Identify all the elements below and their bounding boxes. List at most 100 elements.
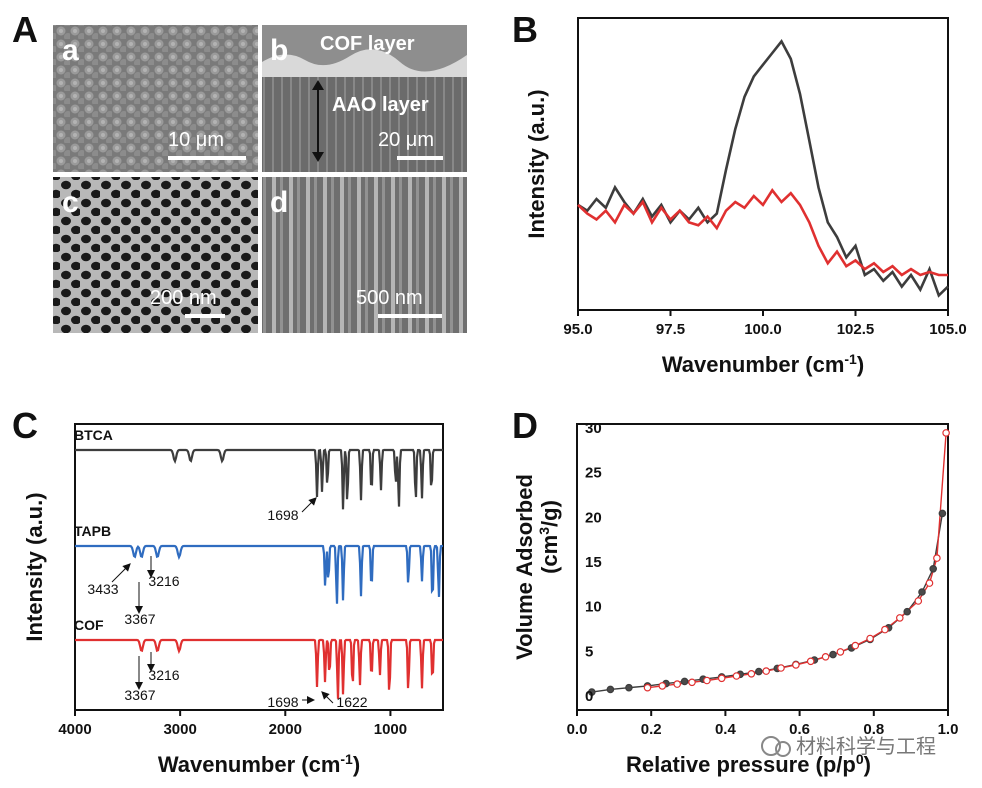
chart-d-point-desorption <box>658 682 667 690</box>
chart-c-xtick-label: 1000 <box>374 721 407 738</box>
sem-a-letter: a <box>62 34 79 67</box>
chart-c: BTCA TAPB COF 1698 3433 3216 3367 3216 3367 1698 1… <box>22 423 444 777</box>
watermark-text: 材料科学与工程 <box>796 734 936 758</box>
chart-d-point-desorption <box>806 657 815 666</box>
chart-d-line-adsorption <box>591 513 944 693</box>
chart-d-ytick-label: 5 <box>585 643 593 660</box>
chart-b-xtick-label: 102.5 <box>837 321 875 338</box>
chart-d-point-desorption <box>895 614 904 622</box>
chart-d-point-desorption <box>792 661 800 669</box>
sem-a-scalebar-label: 10 μm <box>168 129 224 151</box>
chart-d-point-adsorption <box>938 509 947 518</box>
chart-b-ylabel: Intensity (a.u.) <box>524 89 549 238</box>
chart-d-point-desorption <box>925 579 934 587</box>
sem-b-letter: b <box>270 34 288 67</box>
watermark: 材料科学与工程 <box>761 734 936 758</box>
sem-d-letter: d <box>270 186 288 219</box>
chart-d-point-adsorption <box>829 650 837 659</box>
chart-d-frame <box>576 423 949 711</box>
chart-d-ytick-label: 25 <box>585 465 602 482</box>
sem-b-scalebar <box>397 156 443 160</box>
chart-d-point-desorption <box>717 674 726 683</box>
chart-d-point-desorption <box>747 669 756 678</box>
chart-d-point-desorption <box>777 664 785 672</box>
chart-b-series-red <box>577 188 948 277</box>
chart-c-series-label-btca: BTCA <box>74 427 113 443</box>
sem-b-scalebar-label: 20 μm <box>378 129 434 151</box>
chart-d-point-desorption <box>866 634 874 643</box>
chart-d-xtick-label: 0.6 <box>789 721 810 738</box>
chart-d-point-adsorption <box>680 677 689 686</box>
chart-c-ann-cof-3216: 3216 <box>148 667 179 683</box>
chart-d-point-desorption <box>836 648 845 656</box>
chart-d-point-desorption <box>703 676 711 685</box>
chart-d-point-desorption <box>762 667 771 675</box>
chart-c-ann-tapb-3216: 3216 <box>148 573 179 589</box>
chart-c-ann-tapb-3367: 3367 <box>124 611 155 627</box>
chart-c-series-label-tapb: TAPB <box>74 523 111 539</box>
chart-d-ylabel-line2: (cm3/g) <box>536 500 562 574</box>
sem-c-scalebar-label: 200 nm <box>150 287 217 309</box>
chart-d-ylabel-line1: Volume Adsorbed <box>512 474 537 660</box>
chart-d-ytick-label: 15 <box>585 554 602 571</box>
chart-c-series-btca <box>75 448 443 510</box>
chart-c-frame <box>74 423 444 711</box>
sem-image-a: a 10 μm <box>53 25 258 172</box>
chart-b-xtick-label: 97.5 <box>656 321 685 338</box>
panel-c-label: C <box>12 405 38 446</box>
panel-d-label: D <box>512 405 538 446</box>
chart-c-ann-btca-1698: 1698 <box>267 507 298 523</box>
chart-d-point-adsorption <box>625 683 633 692</box>
chart-d-point-desorption <box>673 680 682 688</box>
chart-d-point-desorption <box>732 672 741 680</box>
chart-d: 0.0 0.2 0.4 0.6 0.8 1.0 0 5 10 15 20 25 30 Relative p… <box>512 420 958 777</box>
chart-d-point-adsorption <box>903 607 912 616</box>
chart-d-point-adsorption <box>918 588 926 596</box>
chart-d-ytick-label: 20 <box>585 509 602 526</box>
chart-c-ann-cof-1698: 1698 <box>267 694 298 710</box>
chart-d-ytick-label: 10 <box>585 599 602 616</box>
chart-c-xtick-label: 2000 <box>269 721 302 738</box>
chart-c-series-cof <box>75 638 443 699</box>
chart-c-arrow <box>301 497 317 513</box>
sem-b-arrow-down <box>312 152 324 162</box>
sem-d-scalebar <box>378 314 442 318</box>
chart-d-xtick-label: 0.8 <box>863 721 884 738</box>
chart-c-ann-cof-3367: 3367 <box>124 687 155 703</box>
chart-b-xtick-label: 100.0 <box>744 321 782 338</box>
chart-c-series-tapb <box>75 544 443 604</box>
chart-c-xtick-label: 4000 <box>58 721 91 738</box>
chart-b: 95.0 97.5 100.0 102.5 105.0 Wavenumber (cm-1)… <box>524 17 967 377</box>
chart-d-point-desorption <box>881 625 889 634</box>
chart-d-ytick-label: 30 <box>585 420 602 437</box>
chart-d-line-desorption <box>647 432 947 689</box>
chart-d-point-desorption <box>933 554 941 562</box>
sem-a-scalebar <box>168 156 246 160</box>
chart-d-point-desorption <box>643 683 652 692</box>
chart-d-point-desorption <box>914 597 923 605</box>
chart-d-xtick-label: 1.0 <box>938 721 959 738</box>
chart-c-arrow <box>111 563 131 583</box>
chart-c-xtick-label: 3000 <box>163 721 196 738</box>
chart-c-series-label-cof: COF <box>74 617 104 633</box>
chart-c-ylabel: Intensity (a.u.) <box>22 492 47 641</box>
chart-c-xlabel: Wavenumber (cm-1) <box>158 751 360 777</box>
chart-d-point-adsorption <box>929 564 938 573</box>
chart-c-ann-cof-1622: 1622 <box>336 694 367 710</box>
chart-d-xlabel: Relative pressure (p/p0) <box>626 751 871 777</box>
sem-image-c: c 200 nm <box>53 177 258 333</box>
chart-d-point-desorption <box>942 429 950 437</box>
chart-b-xtick-label: 95.0 <box>563 321 592 338</box>
sem-b-aao-label: AAO layer <box>332 94 429 116</box>
chart-d-point-desorption <box>688 678 696 687</box>
chart-d-xtick-label: 0.0 <box>567 721 588 738</box>
wechat-icon <box>761 736 781 756</box>
chart-d-point-adsorption <box>606 685 615 694</box>
chart-d-ytick-label: 0 <box>585 688 593 705</box>
chart-d-point-desorption <box>821 652 830 661</box>
chart-d-point-adsorption <box>754 667 763 676</box>
sem-d-scalebar-label: 500 nm <box>356 287 423 309</box>
chart-d-xtick-label: 0.2 <box>641 721 662 738</box>
chart-d-xtick-label: 0.4 <box>715 721 737 738</box>
